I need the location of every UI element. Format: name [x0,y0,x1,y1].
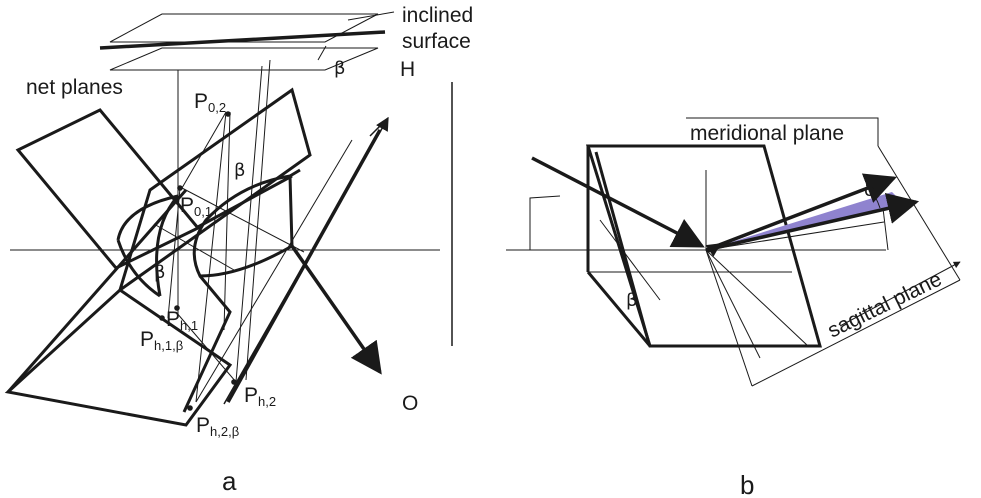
label-ph1: Ph,1 [166,308,198,333]
surface-label: surface [402,30,471,53]
beta-label-surface: β [334,58,346,79]
arrow-to-o [290,244,382,375]
label-p02: P0,2 [194,90,226,115]
delta-label: δ [864,180,875,201]
net-plane-lower [4,288,233,427]
label-p01: P0,1 [180,194,212,219]
point-p01-dot [177,185,183,191]
panel-a-labels: inclined surface net planes β β β H O P0… [26,4,473,496]
point-ph1b-dot [159,315,165,321]
diffracted-beam-1 [705,173,897,252]
net-plane-upper [117,87,312,294]
label-ph1b: Ph,1,β [140,328,183,353]
construction-lines-a [153,59,353,403]
beta-label-curve: β [154,262,166,283]
inclined-surface [99,11,395,71]
label-ph2b: Ph,2,β [196,414,239,439]
o-label: O [402,392,418,415]
label-ph2: Ph,2 [244,384,276,409]
crystal-front [585,144,822,348]
panel-a-label: a [222,466,237,496]
beta-label-b: β [626,290,638,311]
beta-label-plane: β [234,160,246,181]
inclined-label: inclined [402,4,473,27]
curved-surface-right [192,174,294,278]
sagittal-plane-label: sagittal plane [824,268,945,343]
diffracted-beam-2 [705,192,920,252]
meridional-frame [686,117,879,146]
point-ph2b-dot [187,405,193,411]
meridional-plane-label: meridional plane [690,122,844,145]
net-plane-back [15,108,201,270]
net-planes-label: net planes [26,76,123,99]
incident-beam [531,156,705,248]
panel-b-label: b [740,470,754,498]
h-label: H [400,58,415,81]
panel-b [506,117,961,387]
panel-a [4,11,453,427]
point-ph1-dot [174,305,180,311]
delta-wedge [706,192,906,250]
point-ph2-dot [231,379,237,385]
point-p02-dot [225,111,231,117]
